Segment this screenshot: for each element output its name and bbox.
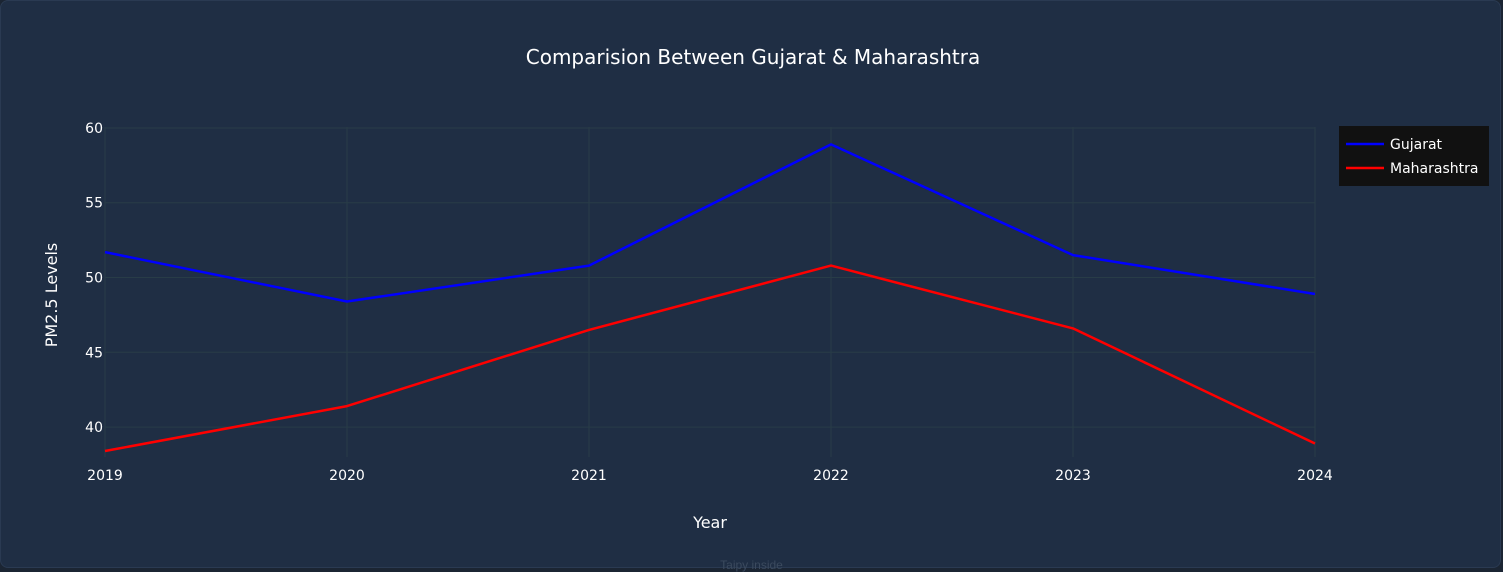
- x-axis-title: Year: [692, 513, 727, 532]
- series-line-gujarat[interactable]: [104, 143, 1316, 303]
- data-point[interactable]: [1070, 252, 1076, 258]
- x-tick-label: 2019: [87, 468, 123, 484]
- series-line-maharashtra[interactable]: [104, 264, 1316, 453]
- data-point[interactable]: [586, 327, 592, 333]
- data-point[interactable]: [828, 263, 834, 269]
- x-axis-ticks: 2019 2020 2021 2022 2023 2024: [87, 468, 1333, 484]
- y-tick-label: 45: [85, 345, 103, 361]
- legend-label: Maharashtra: [1390, 161, 1478, 177]
- legend-label: Gujarat: [1390, 137, 1443, 153]
- footer-brand: Taipy inside: [720, 558, 783, 572]
- y-tick-label: 55: [85, 196, 103, 212]
- x-tick-label: 2023: [1055, 468, 1091, 484]
- legend-item-gujarat[interactable]: Gujarat: [1346, 137, 1443, 153]
- x-tick-label: 2021: [571, 468, 607, 484]
- x-tick-label: 2024: [1297, 468, 1333, 484]
- data-point[interactable]: [1070, 325, 1076, 331]
- data-point[interactable]: [586, 263, 592, 269]
- y-tick-label: 40: [85, 420, 103, 436]
- chart-title: Comparision Between Gujarat & Maharashtr…: [526, 45, 980, 69]
- series-lines: [102, 141, 1318, 454]
- y-tick-label: 50: [85, 271, 103, 287]
- x-tick-label: 2020: [329, 468, 365, 484]
- y-axis-ticks: 40 45 50 55 60: [85, 121, 103, 436]
- data-point[interactable]: [828, 141, 834, 147]
- legend-item-maharashtra[interactable]: Maharashtra: [1346, 161, 1478, 177]
- x-tick-label: 2022: [813, 468, 849, 484]
- data-point[interactable]: [102, 249, 108, 255]
- data-point[interactable]: [1312, 291, 1318, 297]
- y-tick-label: 60: [85, 121, 103, 137]
- data-point[interactable]: [344, 403, 350, 409]
- legend-background: [1339, 126, 1489, 186]
- y-axis-title: PM2.5 Levels: [42, 243, 61, 348]
- data-point[interactable]: [1312, 441, 1318, 447]
- data-point[interactable]: [344, 298, 350, 304]
- grid-lines: [104, 127, 1316, 457]
- data-point[interactable]: [102, 448, 108, 454]
- legend[interactable]: Gujarat Maharashtra: [1339, 126, 1489, 186]
